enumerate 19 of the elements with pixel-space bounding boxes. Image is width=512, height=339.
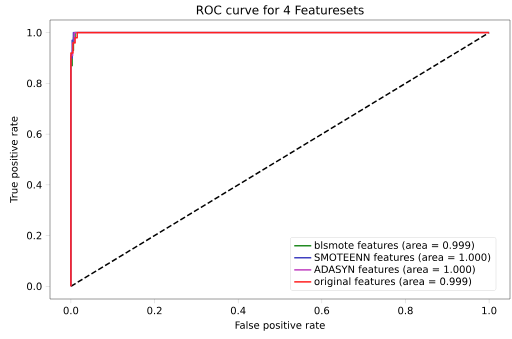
chart-title: ROC curve for 4 Featuresets: [196, 5, 364, 14]
legend-label: blsmote features (area = 0.999): [314, 241, 474, 250]
x-tick-label: 0.8: [398, 306, 413, 314]
y-tick-label: 1.0: [27, 28, 42, 36]
x-tick-label: 0.0: [64, 306, 78, 314]
y-tick-label: 0.2: [27, 232, 42, 240]
legend-label: ADASYN features (area = 1.000): [314, 265, 475, 274]
x-tick-label: 0.6: [314, 306, 330, 314]
legend-label: SMOTEENN features (area = 1.000): [314, 253, 490, 262]
y-tick-label: 0.0: [27, 282, 42, 290]
legend-label: original features (area = 0.999): [314, 277, 472, 288]
x-axis-title: False positive rate: [236, 321, 325, 331]
y-tick-label: 0.8: [27, 80, 42, 88]
y-tick-label: 0.6: [27, 130, 42, 138]
y-axis-title: True positive rate: [10, 116, 20, 203]
x-tick-label: 0.2: [147, 306, 162, 314]
x-tick-label: 1.0: [482, 306, 496, 314]
x-tick-label: 0.4: [230, 306, 246, 314]
y-tick-label: 0.4: [27, 181, 42, 189]
